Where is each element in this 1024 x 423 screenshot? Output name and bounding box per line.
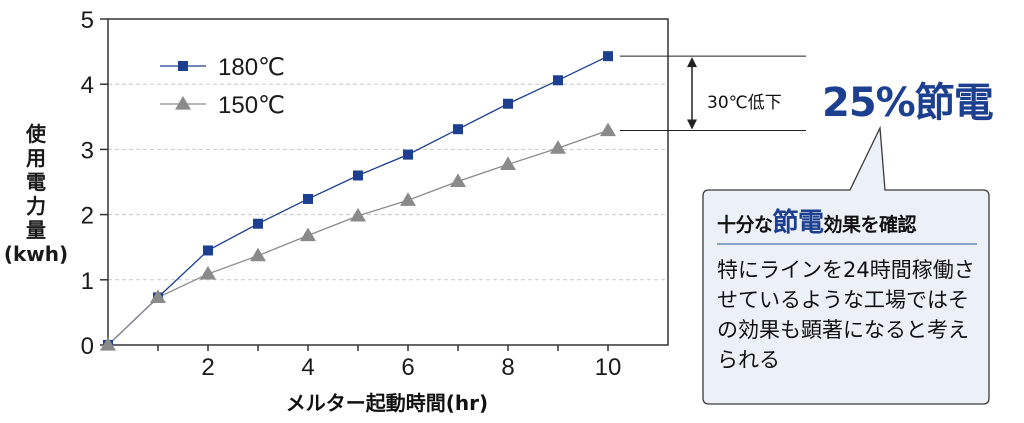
y-axis-title: 使用電力量 (kwh)	[0, 122, 72, 266]
x-axis-ticks: 2 4 6 8 10	[157, 345, 622, 381]
point-150-5	[350, 207, 366, 222]
x-tick-label-4: 10	[595, 354, 622, 381]
point-150-0	[100, 337, 116, 351]
drop-arrow-head-bottom	[687, 119, 697, 130]
y-tick-label-4: 4	[81, 72, 94, 99]
point-180-4	[303, 193, 313, 204]
legend-label-1: 150℃	[218, 92, 285, 119]
gridlines	[108, 83, 668, 281]
point-150-4	[300, 227, 316, 242]
point-180-5	[353, 170, 363, 181]
point-150-9	[550, 140, 566, 154]
annotation-lines	[620, 55, 806, 131]
point-150-6	[400, 192, 416, 206]
callout-title-pre: 十分な	[717, 214, 773, 236]
plot-frame	[107, 18, 669, 346]
callout-body: 特にラインを24時間稼働させているような工場ではその効果も顕著になると考えられる	[717, 258, 975, 372]
point-180-9	[553, 75, 563, 86]
y-axis-ticks: 0 1 2 3 4 5	[81, 7, 108, 360]
legend: 180℃ 150℃	[160, 54, 285, 119]
y-axis-title-char-2: 電	[26, 170, 46, 194]
point-180-8	[503, 98, 513, 109]
legend-label-0: 180℃	[218, 54, 285, 81]
y-axis-title-char-4: 量	[26, 218, 46, 242]
plot-border	[107, 18, 669, 346]
legend-marker-180	[178, 61, 188, 71]
x-tick-label-0: 2	[201, 354, 214, 381]
y-tick-label-0: 0	[81, 333, 94, 360]
y-axis-title-char-0: 使	[26, 122, 46, 146]
x-tick-label-1: 4	[301, 354, 314, 381]
y-tick-label-1: 1	[81, 268, 94, 295]
y-axis-title-char-1: 用	[26, 146, 46, 170]
point-180-3	[253, 218, 263, 229]
y-axis-title-char-3: 力	[26, 194, 46, 218]
x-tick-label-3: 8	[501, 354, 514, 381]
legend-marker-150	[175, 96, 191, 110]
callout-shape	[702, 125, 990, 405]
series-markers	[100, 51, 616, 351]
point-180-10	[603, 51, 613, 62]
callout-title: 十分な節電効果を確認	[717, 202, 977, 239]
drop-arrow-head-top	[687, 57, 697, 68]
callout-title-highlight: 節電	[772, 208, 825, 238]
x-tick-label-2: 6	[401, 354, 414, 381]
y-tick-label-3: 3	[81, 137, 94, 164]
point-180-6	[403, 149, 413, 160]
power-saving-label: 25%節電	[822, 80, 994, 126]
series-line-1	[107, 129, 609, 346]
y-axis-title-char-5: (kwh)	[3, 242, 69, 266]
callout-title-post: 効果を確認	[823, 214, 917, 236]
point-180-2	[203, 245, 213, 256]
y-tick-label-5: 5	[81, 7, 94, 34]
point-150-1	[150, 289, 166, 304]
point-150-2	[200, 265, 216, 280]
point-150-8	[500, 156, 516, 170]
point-150-7	[450, 173, 466, 187]
x-axis-title: メルター起動時間(hr)	[286, 391, 488, 415]
y-tick-label-2: 2	[81, 203, 94, 230]
temperature-drop-label: 30℃低下	[707, 93, 782, 113]
callout-box: 十分な節電効果を確認 特にラインを24時間稼働させているような工場ではその効果も…	[703, 190, 989, 404]
point-180-7	[453, 124, 463, 135]
point-150-3	[250, 247, 266, 262]
point-150-10	[600, 122, 616, 137]
callout-divider	[717, 243, 977, 245]
